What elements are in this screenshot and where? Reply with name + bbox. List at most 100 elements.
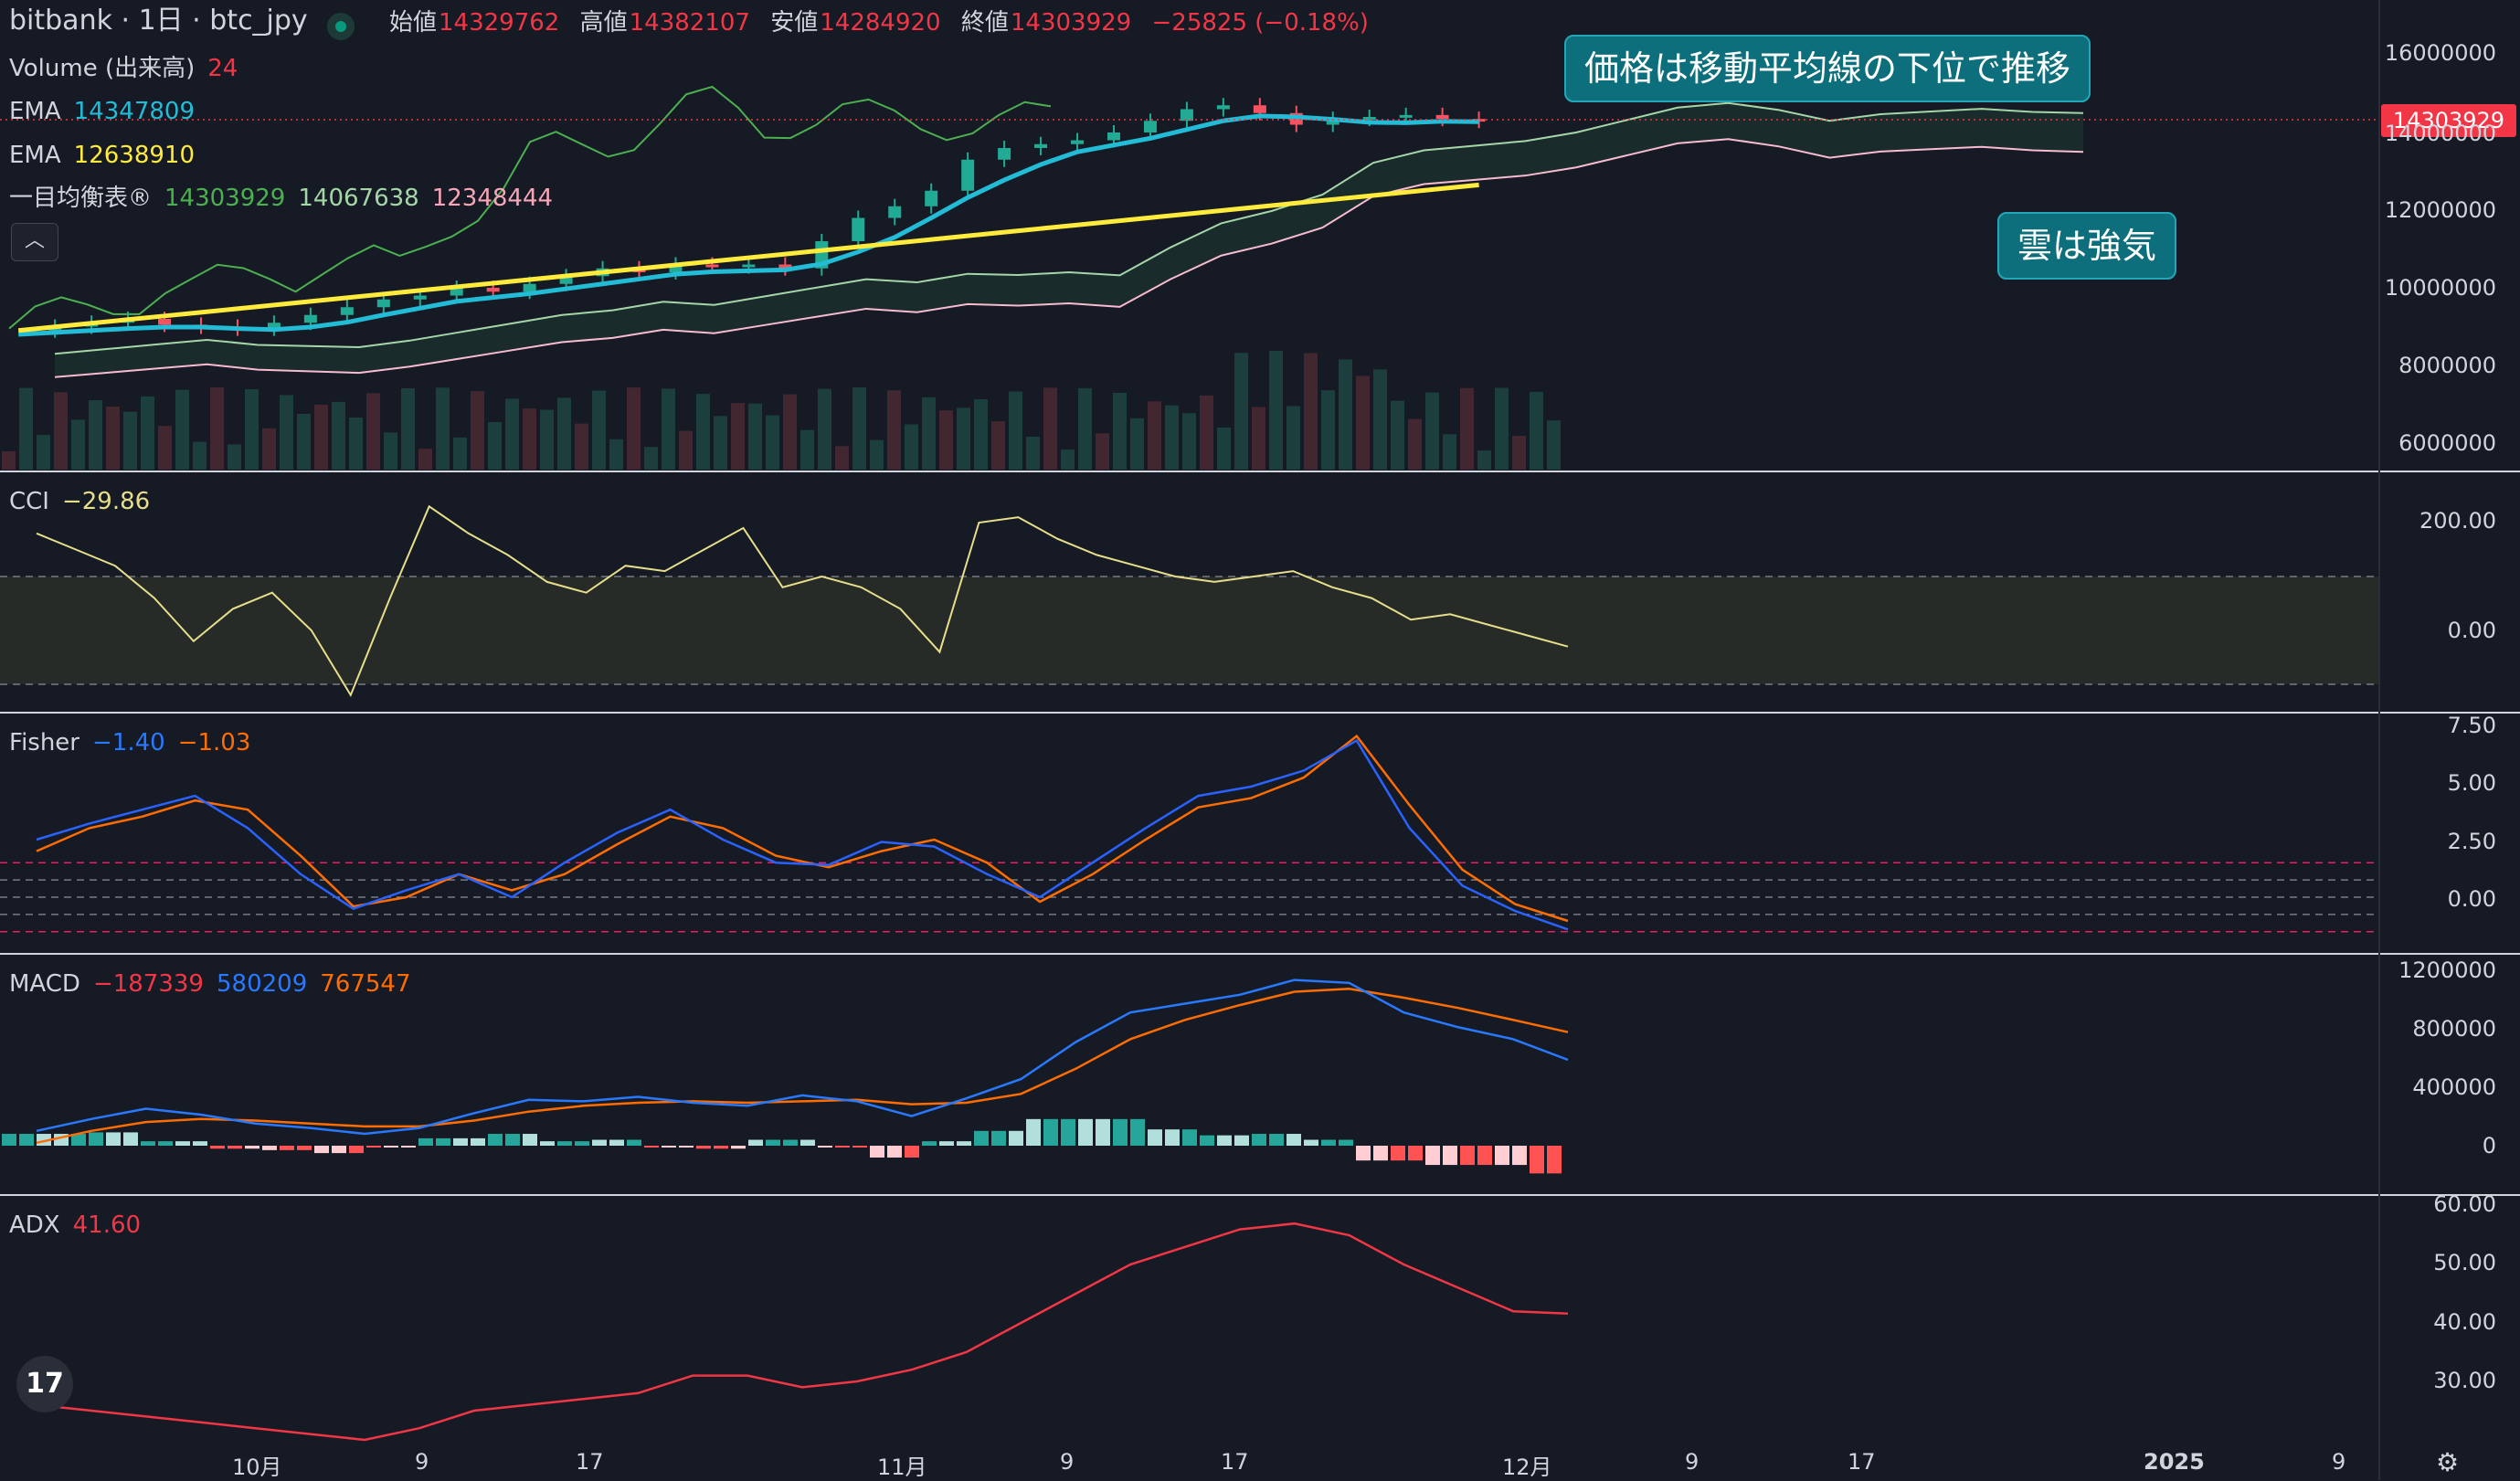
macd-histogram-bar [609,1139,624,1146]
volume-bar [679,430,693,470]
macd-legend[interactable]: MACD −187339 580209 767547 [9,970,411,998]
candle-body [158,319,172,325]
macd-axis-tick: 400000 [2412,1074,2496,1100]
candle-body [1034,143,1048,148]
macd-histogram-bar [1113,1118,1128,1146]
volume-bar [384,432,397,470]
ichimoku-legend[interactable]: 一目均衡表® 14303929 14067638 12348444 [9,185,553,212]
candle-body [486,288,500,292]
macd-histogram-bar [1165,1129,1180,1146]
adx-legend[interactable]: ADX 41.60 [9,1211,141,1239]
volume-bar [54,392,68,470]
time-axis-tick: 12月 [1502,1455,1552,1480]
volume-bar [974,398,988,470]
volume-bar [696,394,710,470]
last-price-tag: 14303929 [2381,104,2516,137]
volume-bar [245,388,259,470]
candle-body [1362,117,1376,120]
macd-histogram-bar [71,1134,86,1146]
macd-histogram-bar [748,1139,763,1146]
high-label: 高値 [579,9,628,37]
fisher-legend[interactable]: Fisher −1.40 −1.03 [9,729,250,756]
open-value: 14329762 [439,9,560,37]
macd-histogram-bar [1286,1134,1301,1146]
volume-bar [1061,450,1075,470]
ema-fast-legend[interactable]: EMA 14347809 [9,98,195,125]
macd-histogram-bar [1547,1146,1562,1174]
volume-bar [835,446,849,470]
volume-bar [714,416,727,470]
gear-icon[interactable]: ⚙ [2436,1447,2460,1477]
volume-bar [1391,400,1404,470]
macd-histogram-bar [1339,1139,1353,1146]
market-status-dot-icon [327,13,355,40]
volume-bar [1043,387,1057,470]
volume-bar [332,401,345,470]
adx-line [36,1222,1569,1442]
tradingview-logo-icon[interactable]: 17 [16,1356,73,1412]
ema-fast-line [18,113,1479,337]
volume-bar [280,395,293,470]
time-axis-tick: 9 [2332,1449,2346,1475]
volume-bar [1286,406,1300,470]
candle-body [961,159,975,191]
time-axis-tick: 17 [1848,1449,1876,1475]
macd-histogram-bar [280,1146,294,1150]
candle-body [413,295,427,300]
macd-histogram-bar [974,1130,989,1146]
symbol-title[interactable]: bitbank · 1日 · btc_jpy [9,5,308,37]
macd-histogram-bar [262,1146,277,1150]
fisher-value-2: −1.03 [177,729,251,756]
volume-bar [905,424,918,470]
macd-histogram-bar [957,1141,971,1146]
price-below-ma-callout: 価格は移動平均線の下位で推移 [1564,35,2091,102]
volume-bar [1425,392,1439,470]
macd-histogram-bar [1460,1146,1475,1166]
open-label: 始値 [389,9,438,37]
volume-bar [366,393,380,470]
macd-histogram-bar [887,1146,902,1158]
cci-axis-tick: 200.00 [2419,508,2496,534]
low-value: 14284920 [820,9,941,37]
volume-bar [2,451,16,470]
macd-histogram-bar [89,1132,103,1146]
candle-body [523,283,536,292]
macd-histogram-bar [366,1146,381,1148]
volume-bar [436,387,450,470]
cci-legend[interactable]: CCI −29.86 [9,488,150,515]
price-axis-tick: 10000000 [2384,275,2496,301]
volume-bar [1530,391,1543,470]
ichimoku-span-a-line [54,101,2084,355]
candle-body [1107,132,1120,141]
adx-axis-tick: 40.00 [2433,1309,2496,1335]
volume-bar [418,449,432,470]
volume-bar [453,437,467,470]
volume-bar [644,447,658,470]
volume-bar [800,429,814,470]
volume-bar [228,444,241,470]
macd-histogram-bar [1217,1135,1232,1146]
cci-label: CCI [9,488,49,515]
macd-histogram-bar [939,1141,954,1146]
candle-body [925,190,938,206]
ichimoku-label: 一目均衡表® [9,185,153,212]
fisher-value-1: −1.40 [92,729,165,756]
volume-bar [488,421,502,470]
adx-axis-tick: 30.00 [2433,1368,2496,1393]
volume-bar [314,405,328,470]
macd-histogram-bar [401,1146,416,1148]
macd-histogram-bar [193,1141,207,1146]
ema-slow-legend[interactable]: EMA 12638910 [9,142,195,169]
volume-bar [1200,395,1213,470]
price-axis-tick: 6000000 [2398,430,2496,456]
ema-fast-label: EMA [9,98,61,125]
macd-histogram-bar [1043,1118,1058,1146]
macd-histogram-bar [1408,1146,1423,1161]
macd-histogram-bar [1252,1134,1266,1146]
volume-bar [748,403,762,470]
collapse-legend-button[interactable]: ︿ [11,223,58,261]
cloud-bullish-callout: 雲は強気 [1997,212,2177,280]
time-axis-tick: 10月 [232,1455,282,1480]
volume-legend[interactable]: Volume (出来高) 24 [9,55,238,82]
